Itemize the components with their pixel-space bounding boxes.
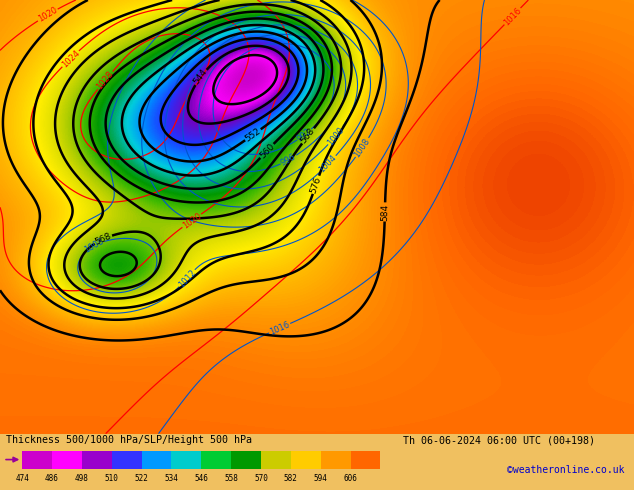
Text: 1000: 1000: [326, 125, 346, 147]
Text: 568: 568: [299, 126, 317, 146]
Bar: [351, 451, 380, 468]
Text: 510: 510: [105, 474, 119, 483]
Text: 570: 570: [254, 474, 268, 483]
Text: 1012: 1012: [177, 268, 197, 289]
Text: 560: 560: [258, 142, 276, 160]
Text: 1020: 1020: [36, 5, 59, 24]
Text: 1028: 1028: [95, 70, 115, 92]
Bar: [141, 451, 171, 468]
Text: 534: 534: [164, 474, 178, 483]
Bar: [22, 451, 52, 468]
Text: 1004: 1004: [318, 153, 339, 175]
Bar: [82, 451, 112, 468]
Bar: [52, 451, 82, 468]
Bar: [261, 451, 291, 468]
Bar: [291, 451, 321, 468]
Text: 996: 996: [280, 152, 298, 168]
Text: 552: 552: [243, 126, 262, 144]
Text: 474: 474: [15, 474, 29, 483]
Text: 1008: 1008: [82, 237, 105, 255]
Text: 584: 584: [380, 203, 390, 220]
Text: 1024: 1024: [60, 48, 81, 69]
Bar: [202, 451, 231, 468]
Text: 606: 606: [344, 474, 358, 483]
Text: 1016: 1016: [268, 320, 291, 337]
Text: 582: 582: [284, 474, 298, 483]
Text: 1016: 1016: [502, 5, 523, 27]
Text: Th 06-06-2024 06:00 UTC (00+198): Th 06-06-2024 06:00 UTC (00+198): [403, 435, 595, 445]
Text: Thickness 500/1000 hPa/SLP/Height 500 hPa: Thickness 500/1000 hPa/SLP/Height 500 hP…: [6, 435, 252, 445]
Text: 546: 546: [195, 474, 208, 483]
Bar: [321, 451, 351, 468]
Bar: [171, 451, 201, 468]
Text: 558: 558: [224, 474, 238, 483]
Text: 576: 576: [309, 175, 323, 195]
Text: 522: 522: [134, 474, 148, 483]
Text: 544: 544: [192, 68, 209, 87]
Bar: [112, 451, 141, 468]
Text: 992: 992: [295, 126, 313, 143]
Bar: [231, 451, 261, 468]
Text: 594: 594: [314, 474, 328, 483]
Text: 1020: 1020: [181, 211, 203, 230]
Text: 1008: 1008: [353, 136, 372, 159]
Text: 498: 498: [75, 474, 89, 483]
Text: ©weatheronline.co.uk: ©weatheronline.co.uk: [507, 466, 624, 475]
Text: 486: 486: [45, 474, 59, 483]
Text: 568: 568: [93, 231, 113, 247]
